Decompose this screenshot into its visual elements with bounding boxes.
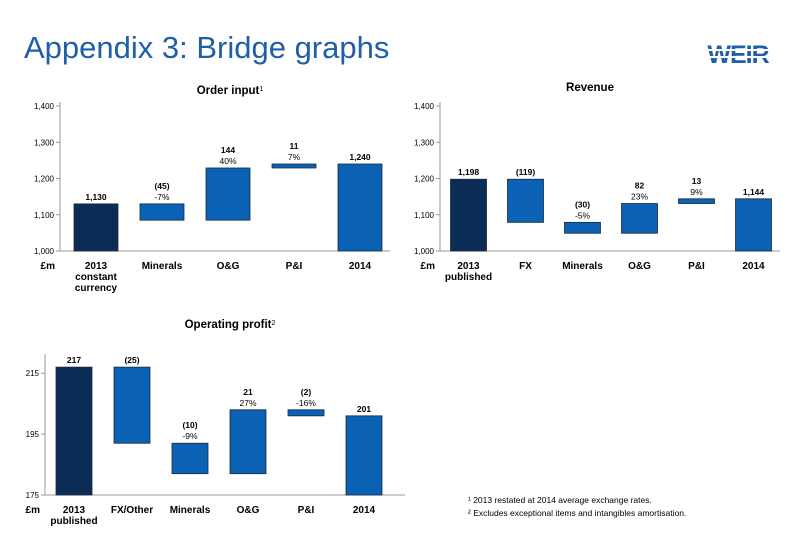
bar-fx <box>507 178 544 223</box>
data-label: 201 <box>357 404 371 414</box>
data-label: 21 <box>243 387 253 397</box>
y-tick-label: 1,200 <box>34 175 55 184</box>
data-label: (2) <box>301 387 312 397</box>
percent-label: -16% <box>296 398 316 408</box>
x-tick-label: P&I <box>298 505 315 516</box>
data-label: (119) <box>516 167 536 177</box>
x-tick-label: 2014 <box>742 261 765 272</box>
footnote-2: ² Excludes exceptional items and intangi… <box>468 508 687 518</box>
unit-label: £m <box>26 505 41 516</box>
x-tick-label: Minerals <box>142 261 183 272</box>
y-tick-label: 1,400 <box>34 102 55 111</box>
svg-text:WEIR: WEIR <box>707 42 769 66</box>
x-tick-label: O&G <box>217 261 240 272</box>
data-label: 1,198 <box>458 167 480 177</box>
y-tick-label: 1,300 <box>34 138 55 147</box>
footnotes: ¹ 2013 restated at 2014 average exchange… <box>468 494 686 520</box>
data-label: (25) <box>124 355 139 365</box>
operating-profit-chart: Operating profit2 175 195 215 £m 217 2013 publi… <box>0 318 420 554</box>
x-tick-label: 2014 <box>349 261 372 272</box>
x-tick-label: constant <box>75 272 117 283</box>
y-tick-label: 1,400 <box>414 102 435 111</box>
y-tick-label: 1,100 <box>414 211 435 220</box>
data-label: 1,130 <box>85 192 107 202</box>
data-label: 1,144 <box>743 187 765 197</box>
data-label: 217 <box>67 355 81 365</box>
data-label: (45) <box>154 181 169 191</box>
unit-label: £m <box>421 261 436 272</box>
x-tick-label: O&G <box>628 261 651 272</box>
bar-o-g <box>229 409 267 475</box>
bar-minerals <box>171 442 209 475</box>
y-tick-label: 1,200 <box>414 175 435 184</box>
data-label: (10) <box>182 420 197 430</box>
data-label: 11 <box>290 141 299 151</box>
x-tick-label: P&I <box>688 261 705 272</box>
bar-2014 <box>337 163 383 252</box>
x-tick-label: Minerals <box>170 505 211 516</box>
bar-p-i <box>287 409 325 417</box>
y-tick-label: 1,000 <box>34 247 55 256</box>
x-tick-label: 2013 <box>63 505 86 516</box>
bar-p-i <box>678 198 715 204</box>
y-tick-label: 195 <box>26 430 40 439</box>
percent-label: 9% <box>690 187 703 197</box>
x-tick-label: 2013 <box>457 261 480 272</box>
weir-logo: WEIR <box>703 41 773 69</box>
unit-label: £m <box>41 261 56 272</box>
revenue-chart: Revenue 1,000 1,100 1,200 1,300 1,400 £m 1,198 2… <box>400 80 800 300</box>
bar-fx-other <box>113 366 151 444</box>
y-tick-label: 175 <box>26 491 40 500</box>
bar-2014 <box>735 198 772 252</box>
x-tick-label: FX/Other <box>111 505 153 516</box>
x-tick-label: O&G <box>237 505 260 516</box>
chart-title: Operating profit2 <box>185 319 276 331</box>
bar-2013-published <box>450 178 487 252</box>
x-tick-label: P&I <box>286 261 303 272</box>
x-tick-label: published <box>445 272 492 283</box>
footnote-1: ¹ 2013 restated at 2014 average exchange… <box>468 495 652 505</box>
y-tick-label: 215 <box>26 369 40 378</box>
data-label: 144 <box>221 145 235 155</box>
bar-minerals <box>564 221 601 234</box>
y-tick-label: 1,100 <box>34 211 55 220</box>
data-label: 82 <box>635 181 645 191</box>
bar-o-g <box>621 203 658 234</box>
data-label: 1,240 <box>349 152 371 162</box>
title-superscript: 1 <box>259 86 263 93</box>
percent-label: 7% <box>288 152 301 162</box>
x-tick-label: FX <box>519 261 532 272</box>
chart-title: Revenue <box>566 82 614 94</box>
percent-label: -9% <box>182 431 198 441</box>
bar-2013-published <box>55 366 93 496</box>
percent-label: 23% <box>631 192 648 202</box>
y-tick-label: 1,000 <box>414 247 435 256</box>
bar-o-g <box>205 167 251 221</box>
chart-title: Order input1 <box>197 85 264 97</box>
x-tick-label: Minerals <box>562 261 603 272</box>
bar-p-i <box>271 163 317 169</box>
data-label: (30) <box>575 199 590 209</box>
page-title: Appendix 3: Bridge graphs <box>24 30 390 65</box>
percent-label: 40% <box>219 156 236 166</box>
title-superscript: 2 <box>271 320 275 327</box>
x-tick-label: 2013 <box>85 261 108 272</box>
x-tick-label: published <box>50 516 97 527</box>
percent-label: 27% <box>239 398 256 408</box>
bar-2013-constant-currency <box>73 203 119 252</box>
percent-label: -5% <box>575 210 591 220</box>
x-tick-label: 2014 <box>353 505 376 516</box>
x-tick-label: currency <box>75 283 118 294</box>
bar-2014 <box>345 415 383 496</box>
percent-label: -7% <box>154 192 170 202</box>
order-input-chart: Order input1 1,000 1,100 1,200 1,300 1,400 £m 1… <box>0 80 400 300</box>
bar-minerals <box>139 203 185 221</box>
y-tick-label: 1,300 <box>414 138 435 147</box>
data-label: 13 <box>692 176 702 186</box>
